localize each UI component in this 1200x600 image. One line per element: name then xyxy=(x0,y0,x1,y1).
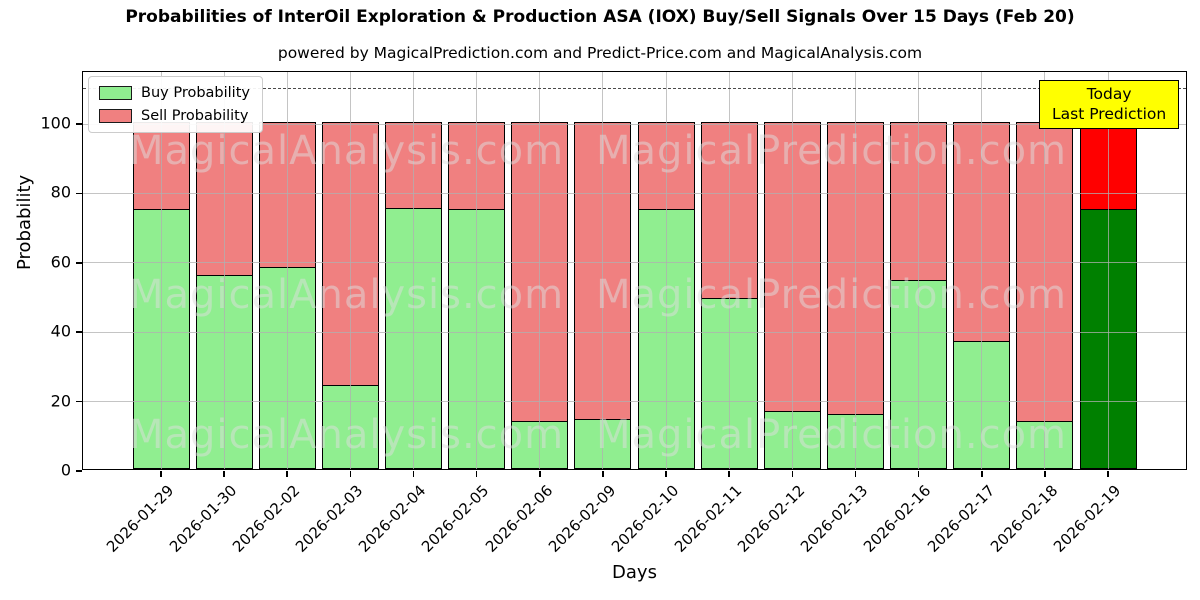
x-tick-label: 2026-02-17 xyxy=(923,481,998,556)
y-tick-label: 60 xyxy=(50,252,71,272)
x-tick-label: 2026-02-09 xyxy=(544,481,620,556)
x-tick-label: 2026-02-12 xyxy=(734,481,809,556)
plot-area: MagicalAnalysis.com MagicalPrediction.co… xyxy=(40,71,1187,556)
x-tick-mark xyxy=(602,471,604,477)
gridline-vertical xyxy=(413,72,415,469)
legend-item-sell: Sell Probability xyxy=(99,108,250,124)
x-tick-mark xyxy=(286,471,289,477)
x-tick-label: 2026-02-13 xyxy=(797,481,872,556)
x-tick-mark xyxy=(1044,471,1046,477)
gridline-vertical xyxy=(918,72,920,469)
x-tick-label: 2026-02-06 xyxy=(481,481,556,556)
gridline-vertical xyxy=(160,72,162,469)
legend-item-buy: Buy Probability xyxy=(99,85,250,101)
legend: Buy Probability Sell Probability xyxy=(88,76,263,133)
x-tick-mark xyxy=(349,471,352,477)
y-tick-mark xyxy=(76,470,82,472)
x-tick-mark xyxy=(854,471,857,477)
y-tick-label: 100 xyxy=(40,113,71,133)
x-tick-mark xyxy=(223,471,225,477)
x-tick-label: 2026-02-16 xyxy=(860,481,935,556)
y-tick-label: 80 xyxy=(50,182,71,202)
x-tick-label: 2026-02-11 xyxy=(670,481,746,556)
today-last-prediction-badge: Today Last Prediction xyxy=(1039,80,1180,129)
x-tick-label: 2026-02-10 xyxy=(607,481,683,556)
x-tick-mark xyxy=(160,471,162,477)
x-tick-label: 2026-02-02 xyxy=(229,481,304,556)
y-tick-mark xyxy=(76,400,82,403)
gridline-vertical xyxy=(728,72,730,469)
gridline-vertical xyxy=(286,72,288,469)
y-tick-label: 20 xyxy=(50,391,71,411)
x-tick-mark xyxy=(728,471,730,477)
x-tick-label: 2026-02-03 xyxy=(292,481,367,556)
gridline-vertical xyxy=(223,72,225,469)
x-tick-label: 2026-01-30 xyxy=(165,481,241,556)
gridline-vertical xyxy=(602,72,604,469)
gridline-vertical xyxy=(854,72,856,469)
x-tick-mark xyxy=(917,471,920,477)
x-tick-mark xyxy=(980,471,983,477)
dashed-reference-line xyxy=(83,88,1186,90)
x-tick-mark xyxy=(665,471,667,477)
x-tick-mark xyxy=(475,471,478,477)
y-tick-mark xyxy=(76,123,82,125)
y-tick-mark xyxy=(76,262,82,264)
x-tick-mark xyxy=(539,471,541,477)
gridline-vertical xyxy=(665,72,667,469)
gridline-horizontal xyxy=(83,401,1186,403)
gridline-vertical xyxy=(1107,72,1109,469)
chart-subtitle: powered by MagicalPrediction.com and Pre… xyxy=(277,44,923,62)
gridline-vertical xyxy=(791,72,793,469)
annotation-line-1: Today xyxy=(1086,85,1132,103)
chart-title: Probabilities of InterOil Exploration & … xyxy=(125,7,1075,27)
x-axis-label: Days xyxy=(612,562,657,583)
x-tick-label: 2026-02-05 xyxy=(418,481,493,556)
y-tick-mark xyxy=(76,192,82,195)
gridline-horizontal xyxy=(83,192,1186,194)
x-tick-mark xyxy=(412,471,415,477)
legend-label-buy: Buy Probability xyxy=(141,85,250,101)
gridline-vertical xyxy=(1044,72,1046,469)
gridline-vertical xyxy=(476,72,478,469)
sell-swatch-icon xyxy=(99,109,132,123)
buy-swatch-icon xyxy=(99,86,132,100)
gridline-horizontal xyxy=(83,262,1186,264)
gridline-vertical xyxy=(981,72,983,469)
x-tick-label: 2026-02-18 xyxy=(986,481,1062,556)
x-tick-label: 2026-02-19 xyxy=(1049,481,1125,556)
x-tick-label: 2026-01-29 xyxy=(102,481,178,556)
x-tick-mark xyxy=(791,471,794,477)
legend-label-sell: Sell Probability xyxy=(141,108,249,124)
y-axis-label: Probability xyxy=(14,174,35,270)
gridline-horizontal xyxy=(83,331,1186,333)
y-tick-mark xyxy=(76,331,82,333)
y-tick-label: 40 xyxy=(50,321,71,341)
gridline-vertical xyxy=(539,72,541,469)
gridline-vertical xyxy=(349,72,351,469)
annotation-line-2: Last Prediction xyxy=(1052,105,1167,124)
x-tick-mark xyxy=(1107,471,1109,477)
gridline-horizontal xyxy=(83,123,1186,125)
y-tick-label: 0 xyxy=(60,460,71,480)
